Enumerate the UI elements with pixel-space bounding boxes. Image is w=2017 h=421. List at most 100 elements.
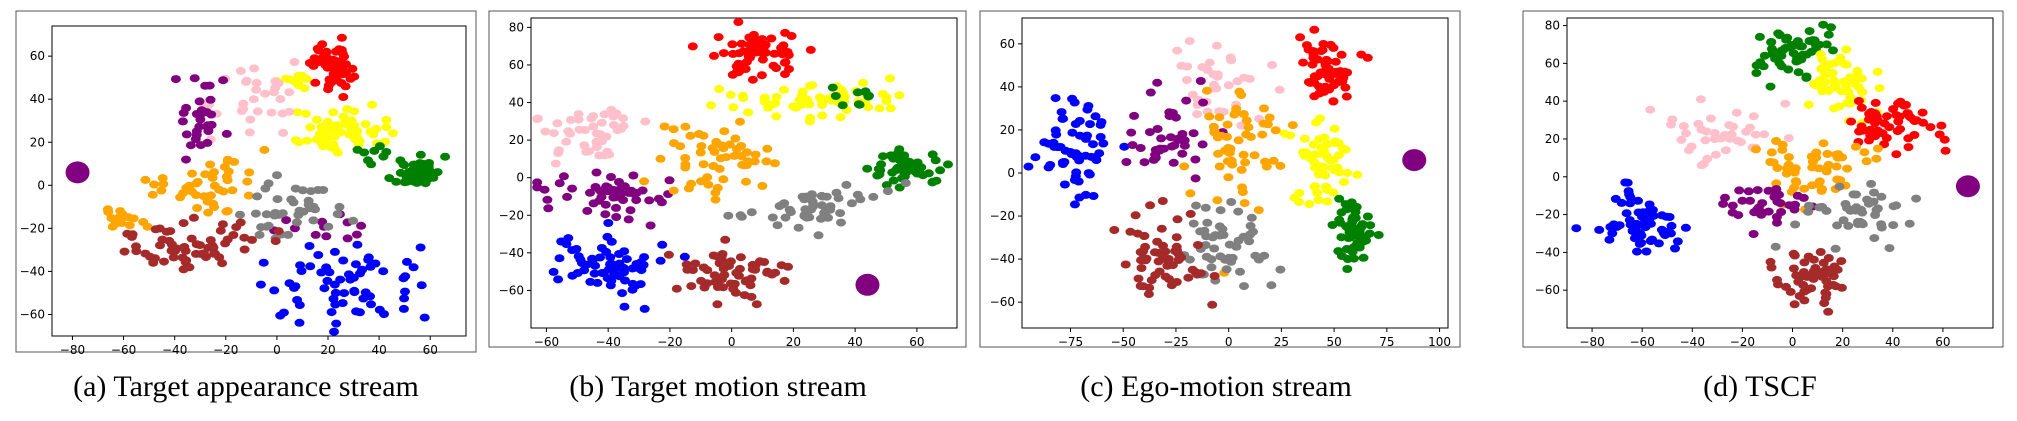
data-point <box>305 262 316 271</box>
data-point <box>882 187 893 196</box>
data-point <box>862 164 873 173</box>
data-point <box>217 259 228 268</box>
data-point <box>329 327 339 336</box>
data-point <box>1135 144 1146 152</box>
data-point <box>657 240 668 249</box>
outlier-marker <box>1402 149 1427 172</box>
data-point <box>1799 296 1810 305</box>
data-point <box>542 195 553 204</box>
data-point <box>241 76 252 85</box>
data-point <box>1204 112 1215 121</box>
data-point <box>733 59 744 68</box>
data-point <box>131 242 141 251</box>
data-point <box>686 179 697 188</box>
data-point <box>1289 193 1300 202</box>
data-point <box>900 179 911 188</box>
data-point <box>1751 69 1762 77</box>
cluster-green <box>352 142 392 169</box>
data-point <box>1351 203 1362 211</box>
data-point <box>591 143 602 152</box>
data-point <box>1168 158 1179 167</box>
data-point <box>1239 199 1250 208</box>
data-point <box>1232 77 1243 86</box>
data-point <box>251 78 262 87</box>
data-point <box>1807 163 1818 172</box>
data-point <box>1837 153 1848 162</box>
data-point <box>1243 123 1254 132</box>
data-point <box>1767 46 1778 55</box>
data-point <box>239 245 250 254</box>
data-point <box>140 249 151 258</box>
data-point <box>202 138 213 147</box>
data-point <box>1843 87 1854 96</box>
data-point <box>1215 206 1226 215</box>
data-point <box>682 265 693 274</box>
data-point <box>1620 178 1631 187</box>
data-point <box>351 230 362 239</box>
data-point <box>1785 287 1796 296</box>
data-point <box>707 144 718 153</box>
data-point <box>1731 108 1742 117</box>
cluster-red <box>1295 25 1373 106</box>
data-point <box>206 120 217 129</box>
data-point <box>1879 119 1890 128</box>
data-point <box>1190 174 1201 183</box>
data-point <box>239 233 250 242</box>
x-tick-label: −50 <box>1111 335 1136 349</box>
data-point <box>1840 200 1851 208</box>
data-point <box>1680 223 1691 232</box>
data-point <box>1126 128 1137 137</box>
data-point <box>596 118 607 127</box>
data-point <box>1720 146 1731 155</box>
panel-c: −75 −50 −25 0 25 50 75 100 −60 −40 −20 0 20 40 60 (c) … <box>979 10 1461 403</box>
data-point <box>1309 92 1320 101</box>
data-point <box>1857 220 1868 229</box>
data-point <box>1793 68 1804 77</box>
data-point <box>1772 191 1783 200</box>
data-point <box>1815 248 1826 256</box>
data-point <box>1806 47 1817 56</box>
data-point <box>868 192 879 201</box>
data-point <box>1245 132 1256 141</box>
data-point <box>1803 207 1814 216</box>
cluster-gray <box>1770 179 1922 253</box>
data-point <box>275 311 286 320</box>
cluster-red <box>304 33 360 101</box>
data-point <box>835 209 846 218</box>
data-point <box>706 101 717 110</box>
data-point <box>1803 201 1814 210</box>
data-point <box>1696 161 1707 170</box>
data-point <box>561 137 572 146</box>
data-point <box>272 195 283 204</box>
data-point <box>596 244 607 252</box>
cluster-purple <box>1121 77 1228 183</box>
data-point <box>715 154 726 163</box>
cluster-purple <box>170 74 232 164</box>
data-point <box>150 225 161 234</box>
data-point <box>140 175 151 184</box>
data-point <box>1285 131 1296 140</box>
scatter-plot-c: −75 −50 −25 0 25 50 75 100 −60 −40 −20 0 20 40 60 <box>990 17 1451 349</box>
data-point <box>1911 194 1922 203</box>
data-point <box>1940 146 1951 155</box>
data-point <box>605 281 616 290</box>
data-point <box>778 85 789 94</box>
data-point <box>290 282 301 291</box>
x-tick-label: 40 <box>371 343 386 357</box>
data-point <box>1759 51 1770 60</box>
data-point <box>1253 255 1264 264</box>
data-point <box>639 304 650 313</box>
data-point <box>904 160 915 169</box>
x-tick-label: 100 <box>1428 335 1451 349</box>
data-point <box>585 188 595 197</box>
data-point <box>126 232 137 241</box>
data-point <box>830 92 841 100</box>
data-point <box>1244 74 1255 83</box>
data-point <box>1338 144 1349 153</box>
data-point <box>860 87 871 96</box>
data-point <box>308 61 319 70</box>
data-point <box>1891 111 1902 120</box>
data-point <box>711 138 722 146</box>
data-point <box>1098 139 1109 148</box>
data-point <box>835 113 846 122</box>
